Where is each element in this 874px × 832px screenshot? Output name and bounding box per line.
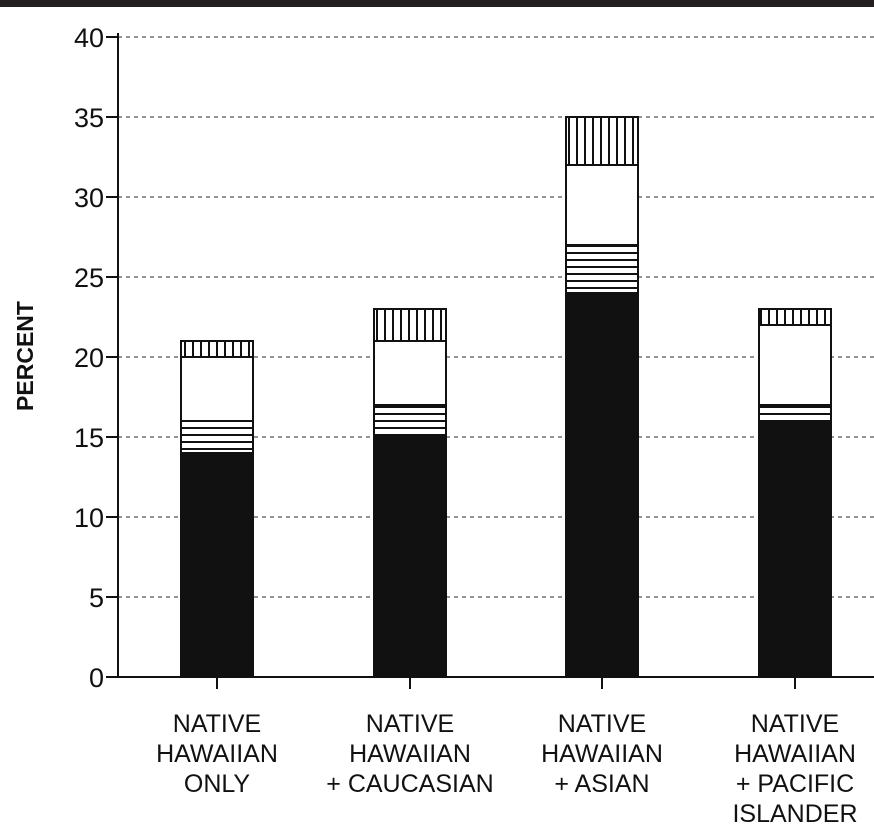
x-category-label: NATIVE HAWAIIAN ONLY <box>156 710 278 798</box>
y-tick-label: 15 <box>74 423 104 453</box>
bar-segment-horizontal-lines <box>373 404 447 438</box>
x-category-label: NATIVE HAWAIIAN + CAUCASIAN <box>326 710 493 798</box>
bars <box>180 116 832 678</box>
y-tick-label: 40 <box>74 23 104 53</box>
bar-segment-horizontal-lines <box>180 420 254 454</box>
bar-segment-solid-black <box>758 420 832 678</box>
bar-segment-solid-black <box>565 292 639 678</box>
y-axis-label: PERCENT <box>12 301 38 411</box>
bar-segment-solid-black <box>373 436 447 678</box>
y-tick-label: 30 <box>74 183 104 213</box>
top-rule <box>0 0 874 7</box>
bar-segment-solid-black <box>180 452 254 678</box>
axes <box>106 33 874 689</box>
x-category-label: NATIVE HAWAIIAN + ASIAN <box>541 710 663 798</box>
bar-segment-horizontal-lines <box>758 404 832 422</box>
labels: 0 5 10 15 20 25 30 35 40 NATIVE HAWAIIAN ONLY NATIVE… <box>74 23 858 828</box>
y-tick-label: 0 <box>89 663 104 693</box>
bar-segment-vertical-lines <box>180 340 254 358</box>
bar-segment-white <box>758 324 832 406</box>
y-tick-label: 35 <box>74 103 104 133</box>
y-tick-label: 25 <box>74 263 104 293</box>
bar-segment-white <box>373 340 447 406</box>
bar-segment-white <box>180 356 254 422</box>
gridlines <box>118 36 874 598</box>
y-tick-label: 5 <box>89 583 104 613</box>
bar-segment-vertical-lines <box>373 308 447 342</box>
bar-segment-vertical-lines <box>565 116 639 166</box>
bar-segment-white <box>565 164 639 246</box>
bar-segment-horizontal-lines <box>565 244 639 294</box>
x-category-label: NATIVE HAWAIIAN + PACIFIC ISLANDER <box>732 710 857 828</box>
bar-segment-vertical-lines <box>758 308 832 326</box>
y-tick-label: 10 <box>74 503 104 533</box>
y-tick-label: 20 <box>74 343 104 373</box>
